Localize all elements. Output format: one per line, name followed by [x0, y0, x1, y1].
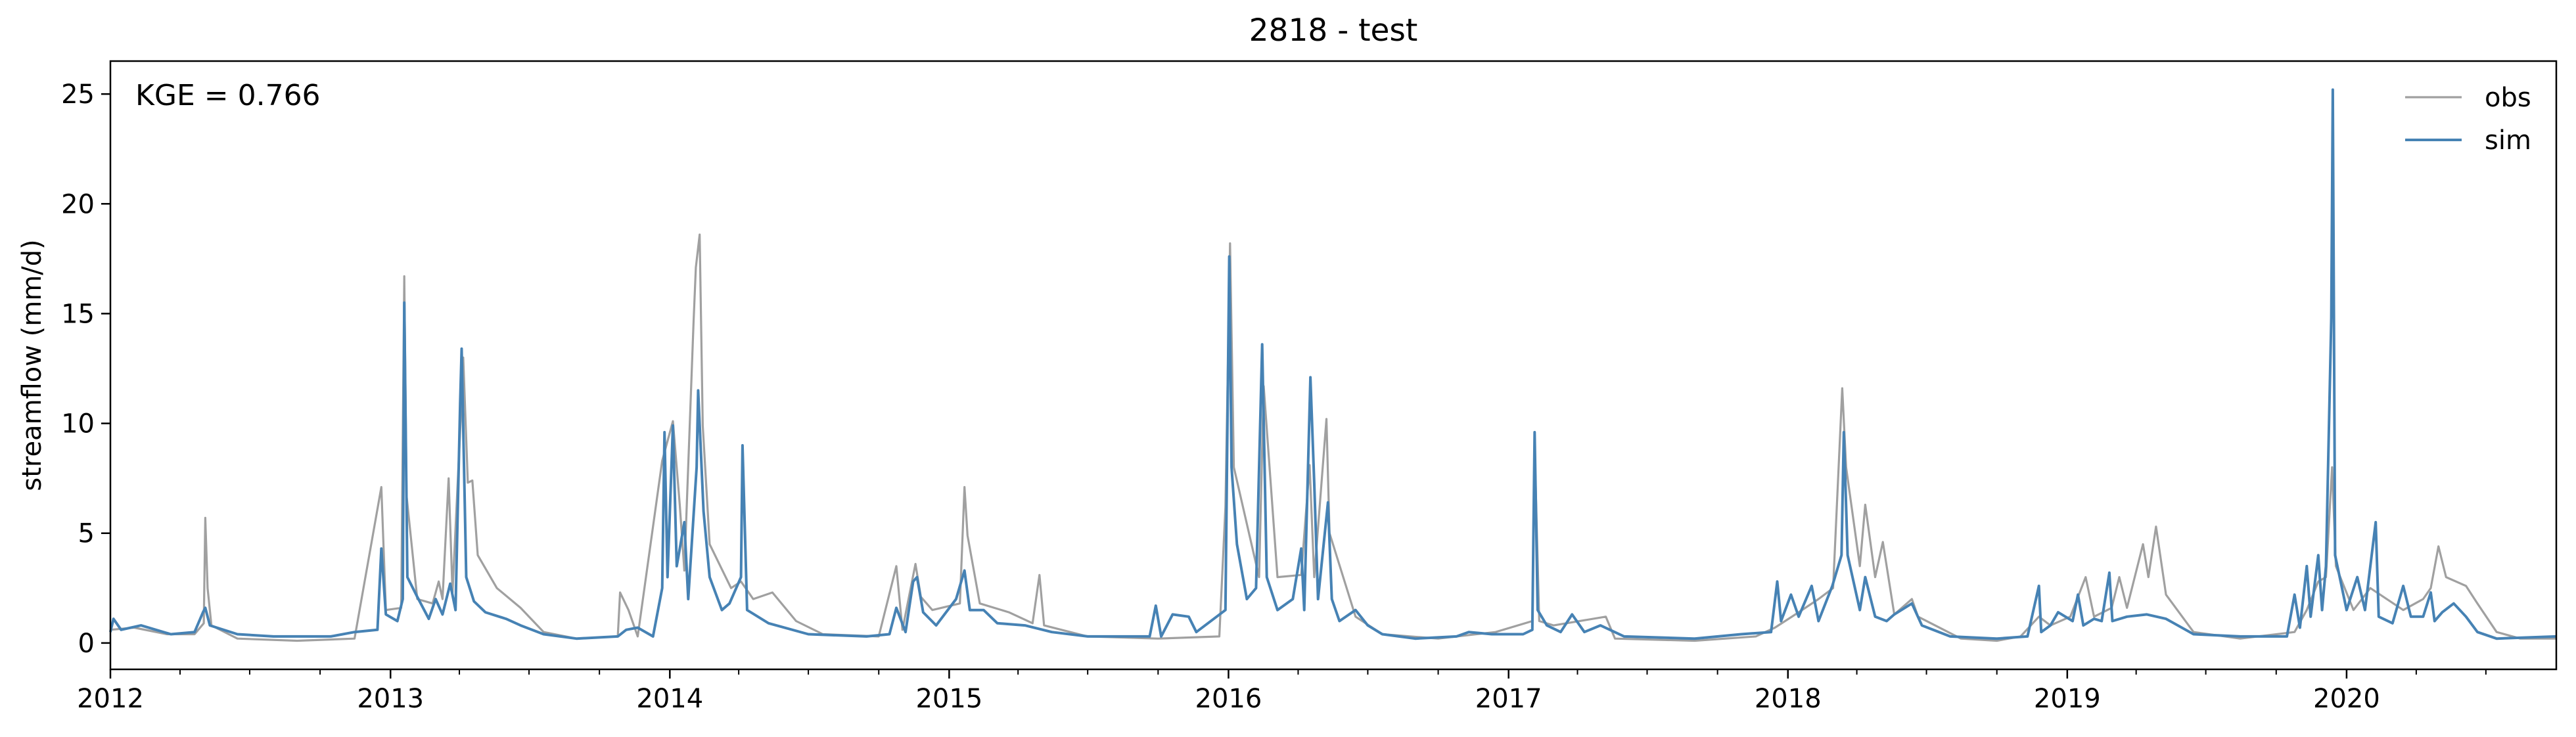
series-layer [109, 88, 2557, 642]
y-tick-label: 20 [61, 189, 95, 219]
y-tick-label: 15 [61, 299, 95, 329]
legend-label-obs: obs [2485, 83, 2531, 113]
y-tick-label: 0 [78, 629, 95, 659]
y-axis-label: streamflow (mm/d) [17, 239, 47, 491]
x-tick-label: 2014 [636, 684, 703, 714]
x-tick-label: 2012 [77, 684, 144, 714]
y-tick-label: 25 [61, 79, 95, 110]
legend-label-sim: sim [2485, 125, 2531, 156]
y-axis: 0 5 10 15 20 25 [61, 79, 110, 659]
series-line-sim [109, 88, 2557, 640]
plot-frame [109, 60, 2558, 671]
chart-title: 2818 - test [1249, 12, 1418, 49]
x-tick-label: 2015 [915, 684, 982, 714]
legend: obs sim [2405, 83, 2531, 156]
kge-annotation: KGE = 0.766 [135, 79, 321, 112]
y-tick-label: 5 [78, 519, 95, 549]
x-tick-label: 2020 [2313, 684, 2380, 714]
x-tick-label: 2019 [2034, 684, 2101, 714]
x-tick-label: 2013 [357, 684, 424, 714]
y-tick-label: 10 [61, 409, 95, 439]
x-tick-label: 2016 [1195, 684, 1262, 714]
x-axis: 2012 2013 2014 2015 2016 2017 2018 2019 2020 [77, 669, 2487, 714]
series-line-obs [110, 233, 2556, 642]
x-tick-label: 2018 [1755, 684, 1822, 714]
x-tick-label: 2017 [1475, 684, 1542, 714]
